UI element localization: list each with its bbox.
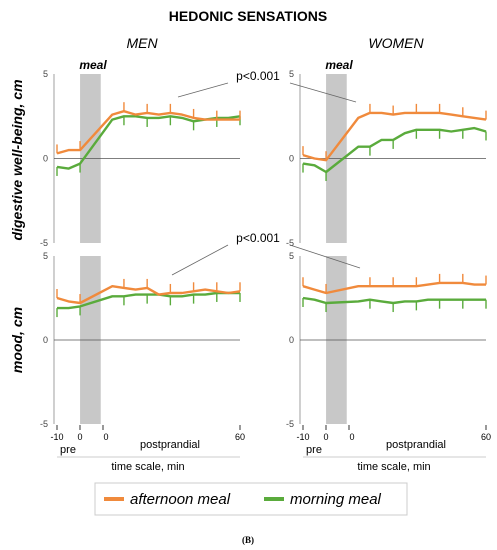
meal-label-women: meal [325, 58, 353, 72]
x-tick-men-minus10: -10 [50, 432, 63, 442]
y-tick-label: 5 [289, 251, 294, 261]
figure-title: HEDONIC SENSATIONS [169, 8, 327, 24]
x-tick-men-0-pre: 0 [77, 432, 82, 442]
x-post-label-men: postprandial [140, 439, 200, 451]
x-axis-label-men: time scale, min [111, 461, 184, 473]
x-axis-label-women: time scale, min [357, 461, 430, 473]
series-line-morning [302, 296, 486, 305]
y-tick-label: 0 [43, 154, 48, 164]
group-label-men: MEN [126, 35, 158, 51]
y-tick-label: 5 [43, 251, 48, 261]
series-line-afternoon [302, 281, 486, 295]
panel-mood-women: 5 0 -5 [286, 251, 487, 429]
p-value-mood: p<0.001 [236, 231, 280, 245]
x-tick-women-minus10: -10 [296, 432, 309, 442]
series-line-afternoon [56, 285, 241, 305]
y-tick-label: -5 [286, 238, 294, 248]
legend-label-afternoon: afternoon meal [130, 491, 231, 508]
y-tick-label: 0 [43, 335, 48, 345]
ylabel-digestive-well-being: digestive well-being, cm [9, 79, 25, 240]
figure-caption: (B) [242, 535, 254, 545]
series-line-afternoon [56, 110, 240, 155]
panel-dwb-women: 5 0 -5 [286, 69, 487, 248]
y-tick-label: -5 [286, 419, 294, 429]
legend-label-morning: morning meal [290, 491, 382, 508]
p-value-digestive: p<0.001 [236, 69, 280, 83]
legend: afternoon meal morning meal [94, 482, 408, 516]
group-label-women: WOMEN [368, 35, 424, 51]
meal-label-men: meal [79, 58, 107, 72]
panel-mood-men: 5 0 -5 [40, 251, 241, 429]
p-value-pointer [171, 244, 229, 276]
legend-box [94, 482, 408, 516]
series-line-morning [302, 126, 487, 174]
y-tick-label: 5 [43, 69, 48, 79]
x-axis-women: -10 0 0 60 pre postprandial time scale, … [296, 425, 491, 473]
series-line-afternoon [302, 111, 487, 162]
x-tick-women-60: 60 [481, 432, 491, 442]
ylabel-mood: mood, cm [9, 307, 25, 373]
x-tick-men-0-post: 0 [103, 432, 108, 442]
y-tick-label: -5 [40, 419, 48, 429]
p-value-pointer [289, 82, 357, 103]
p-value-pointer [289, 244, 361, 269]
y-tick-label: 0 [289, 335, 294, 345]
y-tick-label: 0 [289, 154, 294, 164]
x-tick-women-0-pre: 0 [323, 432, 328, 442]
panel-dwb-men: 5 0 -5 [40, 69, 241, 248]
x-post-label-women: postprandial [386, 439, 446, 451]
x-pre-label-women: pre [306, 444, 322, 456]
y-tick-label: -5 [40, 238, 48, 248]
panels-layer: 5 0 -5 5 0 -5 5 0 -5 5 0 -5 meal meal p<0.001 p<0.001 [40, 58, 487, 429]
y-tick-label: 5 [289, 69, 294, 79]
x-pre-label-men: pre [60, 444, 76, 456]
x-tick-women-0-post: 0 [349, 432, 354, 442]
x-tick-men-60: 60 [235, 432, 245, 442]
x-axis-men: -10 0 0 60 pre postprandial time scale, … [50, 425, 245, 473]
p-value-pointer [177, 82, 229, 98]
